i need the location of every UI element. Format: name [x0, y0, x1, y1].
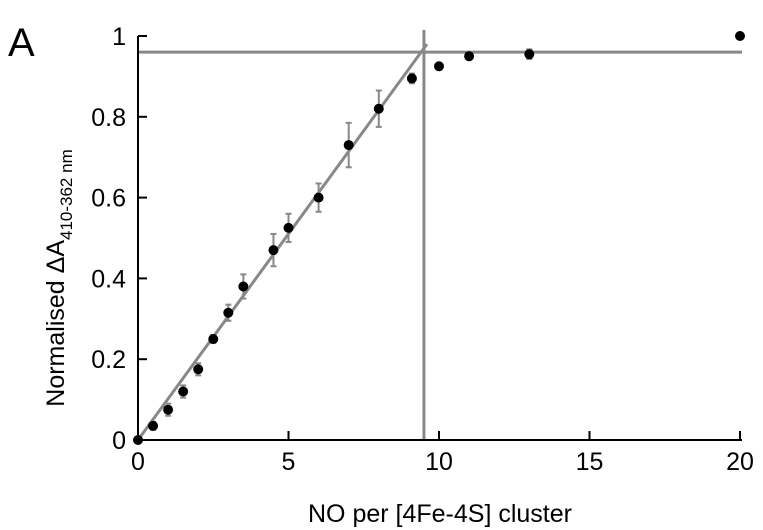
axes [137, 36, 742, 441]
data-points [133, 31, 745, 445]
y-tick-label: 1 [112, 23, 126, 51]
data-point [283, 222, 294, 233]
data-point [735, 31, 745, 41]
x-tick-label: 10 [425, 448, 453, 476]
y-tick-label: 0.4 [91, 265, 126, 293]
y-axis-title-subscript: 410-362 nm [57, 149, 76, 240]
y-tick-label: 0.2 [91, 346, 126, 374]
data-point [343, 140, 354, 151]
data-point [464, 51, 475, 62]
tick-labels: 0 5 10 15 20 0 0.2 0.4 0.6 0.8 1 [91, 23, 754, 476]
data-point [178, 386, 189, 397]
x-axis-title: NO per [4Fe-4S] cluster [308, 500, 572, 528]
data-point [208, 334, 219, 344]
y-tick-label: 0 [112, 427, 126, 455]
data-point [373, 103, 384, 114]
y-axis-title: Normalised ΔA410-362 nm [42, 149, 76, 406]
tick-marks [137, 35, 741, 441]
data-point [268, 245, 279, 256]
x-tick-label: 20 [726, 448, 754, 476]
fit-lines [136, 30, 742, 441]
data-point [238, 281, 249, 292]
x-tick-label: 0 [131, 448, 145, 476]
data-point [406, 73, 417, 84]
x-tick-label: 5 [282, 448, 296, 476]
data-point [148, 420, 159, 431]
data-point [133, 435, 143, 445]
data-point [223, 307, 234, 318]
data-point [524, 49, 535, 60]
y-axis-title-main: Normalised ΔA [42, 240, 70, 407]
data-point [193, 364, 204, 375]
x-tick-label: 15 [576, 448, 604, 476]
y-tick-label: 0.8 [91, 104, 126, 132]
data-point [434, 61, 444, 72]
y-tick-label: 0.6 [91, 185, 126, 213]
data-point [163, 404, 174, 415]
data-point [313, 192, 324, 203]
linear-fit-line [136, 43, 429, 441]
panel-label: A [8, 21, 35, 65]
